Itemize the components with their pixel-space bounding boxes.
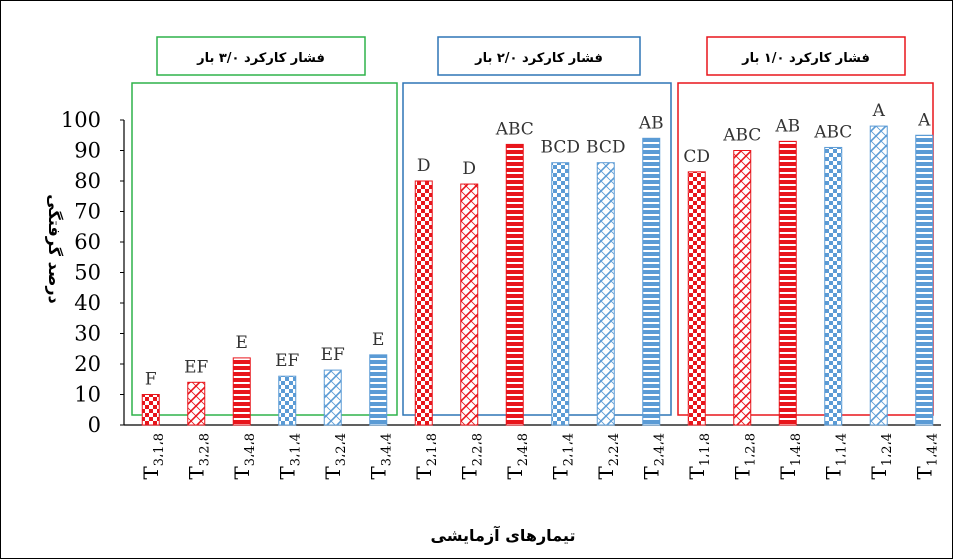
y-axis-title: درصد گرفتگی (45, 194, 64, 303)
bar-6 (369, 354, 388, 426)
y-tick-label: 10 (74, 383, 101, 407)
bar-letter-label: E (236, 333, 248, 353)
x-tick-label: T2،1،8 (412, 433, 440, 480)
x-tick-label: T2،4،8 (503, 433, 531, 480)
x-tick-label: T2،1،4 (548, 433, 576, 480)
bar-9 (505, 143, 524, 426)
svg-text:T3،4،8: T3،4،8 (230, 433, 258, 480)
svg-text:T2،1،4: T2،1،4 (548, 433, 576, 480)
x-tick-label: T3،1،8 (139, 433, 167, 480)
x-tick-label: T1،4،4 (912, 433, 940, 480)
svg-text:T3،1،8: T3،1،8 (139, 433, 167, 480)
x-axis-title: تیمارهای آزمایشی (431, 525, 576, 545)
x-tick-label: T3،1،4 (275, 433, 303, 480)
bar-letter-label: E (372, 330, 384, 350)
bar-7 (414, 180, 433, 426)
bar-letter-label: A (917, 110, 931, 130)
y-tick-label: 100 (61, 108, 101, 132)
x-tick-label: T3،2،4 (321, 433, 349, 480)
bar-5 (323, 369, 342, 426)
bar-letter-label: ABC (813, 122, 852, 142)
bar-1 (141, 394, 160, 426)
x-tick-label: T1،1،4 (821, 433, 849, 480)
y-tick-label: 50 (74, 261, 101, 285)
bar-15 (778, 140, 797, 426)
y-tick-label: 30 (74, 322, 101, 346)
svg-text:T1،4،8: T1،4،8 (776, 433, 804, 480)
bar-letter-label: AB (774, 116, 800, 136)
x-tick-label: T1،4،8 (776, 433, 804, 480)
group-box-1 (131, 82, 398, 416)
y-tick-label: 80 (74, 169, 101, 193)
bar-letter-label: ABC (722, 126, 761, 146)
bar-letter-label: D (462, 159, 476, 179)
x-tick-label: T3،2،8 (184, 433, 212, 480)
bar-8 (460, 183, 479, 426)
svg-text:T2،2،4: T2،2،4 (594, 433, 622, 480)
svg-text:T1،1،8: T1،1،8 (685, 433, 713, 480)
bar-4 (278, 375, 297, 426)
group-title-3: فشار کارکرد ۱/۰ بار (741, 51, 870, 66)
x-tick-label: T1،2،4 (867, 433, 895, 480)
svg-text:T1،4،4: T1،4،4 (912, 433, 940, 480)
y-tick-label: 40 (74, 291, 101, 315)
bar-letter-label: CD (683, 147, 710, 167)
group-title-2: فشار کارکرد ۲/۰ بار (474, 51, 603, 66)
svg-text:T2،2،8: T2،2،8 (457, 433, 485, 480)
y-tick-label: 60 (74, 230, 101, 254)
bar-letter-label: BCD (541, 138, 580, 158)
svg-text:T3،1،4: T3،1،4 (275, 433, 303, 480)
bar-letter-label: EF (321, 345, 345, 365)
bar-letter-label: EF (275, 351, 299, 371)
bar-14 (733, 150, 752, 426)
svg-text:T2،1،8: T2،1،8 (412, 433, 440, 480)
bar-letter-label: A (872, 101, 886, 121)
group-title-box-1 (156, 36, 366, 76)
y-tick-label: 70 (74, 200, 101, 224)
bar-12 (642, 137, 661, 426)
bar-letter-label: F (145, 370, 157, 390)
svg-text:T2،4،4: T2،4،4 (639, 433, 667, 480)
group-box-3 (677, 82, 934, 416)
bar-10 (551, 162, 570, 426)
bar-letter-label: EF (184, 357, 208, 377)
svg-text:T2،4،8: T2،4،8 (503, 433, 531, 480)
group-box-2 (402, 82, 672, 416)
x-tick-label: T1،1،8 (685, 433, 713, 480)
bar-16 (824, 146, 843, 426)
bar-letter-label: ABC (495, 119, 534, 139)
svg-text:T3،2،8: T3،2،8 (184, 433, 212, 480)
x-tick-label: T3،4،8 (230, 433, 258, 480)
bar-3 (232, 357, 251, 426)
y-tick-label: 90 (74, 139, 101, 163)
group-title-box-2 (437, 36, 641, 76)
svg-text:T1،1،4: T1،1،4 (821, 433, 849, 480)
y-tick-label: 20 (74, 352, 101, 376)
bar-11 (596, 162, 615, 426)
x-tick-label: T2،2،4 (594, 433, 622, 480)
bar-17 (869, 125, 888, 426)
svg-text:T1،2،4: T1،2،4 (867, 433, 895, 480)
svg-text:T1،2،8: T1،2،8 (730, 433, 758, 480)
svg-text:T3،2،4: T3،2،4 (321, 433, 349, 480)
bar-letter-label: AB (638, 113, 664, 133)
bar-letter-label: BCD (586, 138, 625, 158)
bar-13 (687, 171, 706, 426)
x-tick-label: T2،4،4 (639, 433, 667, 480)
group-title-box-3 (706, 36, 906, 76)
svg-text:T3،4،4: T3،4،4 (366, 433, 394, 480)
bar-2 (187, 381, 206, 426)
x-tick-label: T2،2،8 (457, 433, 485, 480)
bar-letter-label: D (417, 156, 431, 176)
x-tick-label: T3،4،4 (366, 433, 394, 480)
bar-18 (915, 134, 934, 426)
group-title-1: فشار کارکرد ۳/۰ بار (196, 51, 325, 66)
y-tick-label: 0 (88, 413, 101, 437)
x-tick-label: T1،2،8 (730, 433, 758, 480)
